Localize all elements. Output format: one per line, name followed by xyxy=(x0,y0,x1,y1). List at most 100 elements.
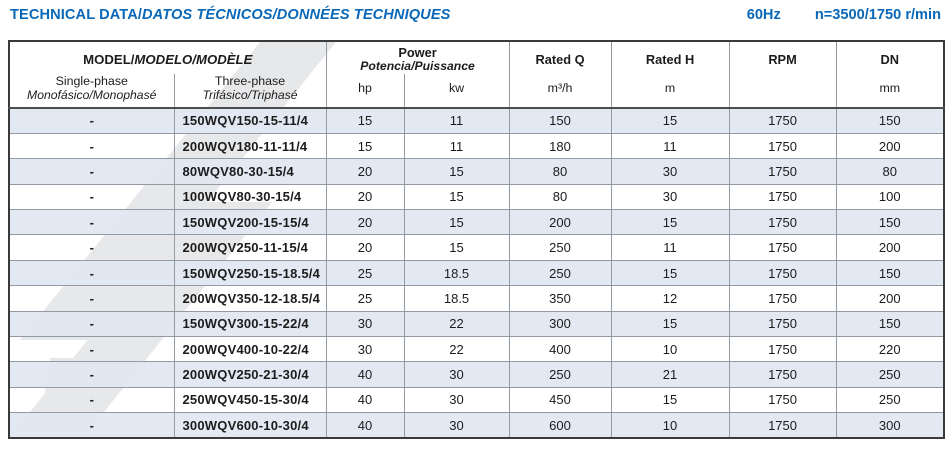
speed-label: n=3500/1750 r/min xyxy=(814,7,941,23)
cell-model: 200WQV250-21-30/4 xyxy=(173,361,327,388)
cell-kw: 15 xyxy=(403,183,510,211)
header-rated-q: Rated Q xyxy=(508,40,612,74)
cell-dn: 200 xyxy=(835,132,945,160)
frequency-speed: 60Hz n=3500/1750 r/min xyxy=(747,7,941,23)
cell-rpm: 1750 xyxy=(728,158,837,185)
cell-rated-q: 250 xyxy=(508,259,612,287)
cell-rpm: 1750 xyxy=(728,183,837,211)
cell-rated-h: 10 xyxy=(610,412,730,439)
header-power-italic: Potencia/Puissance xyxy=(360,59,475,74)
cell-kw: 22 xyxy=(403,310,510,338)
cell-model: 200WQV250-11-15/4 xyxy=(173,234,327,261)
table-row: - 150WQV150-15-11/4 15 11 150 15 1750 15… xyxy=(8,107,945,134)
table-row: - 200WQV350-12-18.5/4 25 18.5 350 12 175… xyxy=(8,285,945,312)
cell-model: 150WQV300-15-22/4 xyxy=(173,310,327,338)
cell-rated-h: 15 xyxy=(610,386,730,414)
cell-rpm: 1750 xyxy=(728,259,837,287)
cell-kw: 18.5 xyxy=(403,285,510,312)
cell-rated-h: 10 xyxy=(610,335,730,363)
header-rpm-unit xyxy=(728,73,837,109)
cell-hp: 40 xyxy=(325,412,405,439)
cell-rated-q: 250 xyxy=(508,361,612,388)
cell-rated-h: 30 xyxy=(610,158,730,185)
header-rated-h: Rated H xyxy=(610,40,730,74)
header-rated-q-unit: m³/h xyxy=(508,73,612,109)
cell-model: 200WQV180-11-11/4 xyxy=(173,132,327,160)
cell-dn: 150 xyxy=(835,107,945,134)
header-three-phase: Three-phase Trifásico/Triphasé xyxy=(173,73,327,109)
header-model-italic: MODELO/MODÈLE xyxy=(134,52,253,68)
cell-kw: 15 xyxy=(403,234,510,261)
cell-single-phase: - xyxy=(8,259,175,287)
cell-dn: 80 xyxy=(835,158,945,185)
cell-dn: 250 xyxy=(835,361,945,388)
header-dn: DN xyxy=(835,40,945,74)
cell-rpm: 1750 xyxy=(728,412,837,439)
cell-model: 150WQV250-15-18.5/4 xyxy=(173,259,327,287)
header-rpm: RPM xyxy=(728,40,837,74)
cell-single-phase: - xyxy=(8,310,175,338)
header-hp-unit: hp xyxy=(325,73,405,109)
title-bar: TECHNICAL DATA/DATOS TÉCNICOS/DONNÉES TE… xyxy=(10,7,941,23)
cell-hp: 25 xyxy=(325,259,405,287)
cell-kw: 22 xyxy=(403,335,510,363)
header-single-phase-italic: Monofásico/Monophasé xyxy=(27,87,157,102)
cell-hp: 40 xyxy=(325,361,405,388)
cell-single-phase: - xyxy=(8,209,175,236)
cell-hp: 25 xyxy=(325,285,405,312)
header-model: MODEL/MODELO/MODÈLE xyxy=(8,40,327,74)
table-row: - 150WQV250-15-18.5/4 25 18.5 250 15 175… xyxy=(8,259,945,287)
cell-hp: 30 xyxy=(325,335,405,363)
cell-kw: 30 xyxy=(403,386,510,414)
cell-rated-q: 300 xyxy=(508,310,612,338)
cell-rated-q: 350 xyxy=(508,285,612,312)
cell-rated-q: 600 xyxy=(508,412,612,439)
cell-single-phase: - xyxy=(8,132,175,160)
cell-rated-q: 250 xyxy=(508,234,612,261)
cell-single-phase: - xyxy=(8,361,175,388)
cell-rated-q: 80 xyxy=(508,158,612,185)
cell-single-phase: - xyxy=(8,335,175,363)
cell-rated-q: 180 xyxy=(508,132,612,160)
cell-rpm: 1750 xyxy=(728,234,837,261)
header-rated-h-unit: m xyxy=(610,73,730,109)
cell-model: 150WQV150-15-11/4 xyxy=(173,107,327,134)
cell-hp: 15 xyxy=(325,132,405,160)
cell-rpm: 1750 xyxy=(728,285,837,312)
cell-rated-h: 30 xyxy=(610,183,730,211)
table-row: - 300WQV600-10-30/4 40 30 600 10 1750 30… xyxy=(8,412,945,439)
cell-rpm: 1750 xyxy=(728,335,837,363)
cell-kw: 18.5 xyxy=(403,259,510,287)
cell-model: 200WQV350-12-18.5/4 xyxy=(173,285,327,312)
cell-single-phase: - xyxy=(8,412,175,439)
cell-hp: 30 xyxy=(325,310,405,338)
cell-rpm: 1750 xyxy=(728,209,837,236)
cell-dn: 300 xyxy=(835,412,945,439)
cell-model: 80WQV80-30-15/4 xyxy=(173,158,327,185)
cell-model: 200WQV400-10-22/4 xyxy=(173,335,327,363)
header-three-phase-italic: Trifásico/Triphasé xyxy=(202,87,298,102)
cell-rpm: 1750 xyxy=(728,132,837,160)
cell-rated-h: 12 xyxy=(610,285,730,312)
cell-rated-h: 21 xyxy=(610,361,730,388)
cell-kw: 30 xyxy=(403,412,510,439)
table-row: - 250WQV450-15-30/4 40 30 450 15 1750 25… xyxy=(8,386,945,414)
cell-kw: 11 xyxy=(403,132,510,160)
header-three-phase-main: Three-phase xyxy=(214,73,286,88)
table-row: - 200WQV180-11-11/4 15 11 180 11 1750 20… xyxy=(8,132,945,160)
cell-dn: 200 xyxy=(835,285,945,312)
cell-dn: 250 xyxy=(835,386,945,414)
header-power-main: Power xyxy=(398,45,437,60)
cell-hp: 20 xyxy=(325,209,405,236)
cell-hp: 20 xyxy=(325,234,405,261)
header-power: Power Potencia/Puissance xyxy=(325,40,510,74)
cell-single-phase: - xyxy=(8,183,175,211)
cell-hp: 20 xyxy=(325,183,405,211)
table-row: - 80WQV80-30-15/4 20 15 80 30 1750 80 xyxy=(8,158,945,185)
table-row: - 150WQV200-15-15/4 20 15 200 15 1750 15… xyxy=(8,209,945,236)
page-title-italic: DATOS TÉCNICOS/DONNÉES TECHNIQUES xyxy=(142,7,451,23)
table-header: MODEL/MODELO/MODÈLE Power Potencia/Puiss… xyxy=(8,40,945,109)
cell-rpm: 1750 xyxy=(728,386,837,414)
cell-rated-h: 15 xyxy=(610,259,730,287)
